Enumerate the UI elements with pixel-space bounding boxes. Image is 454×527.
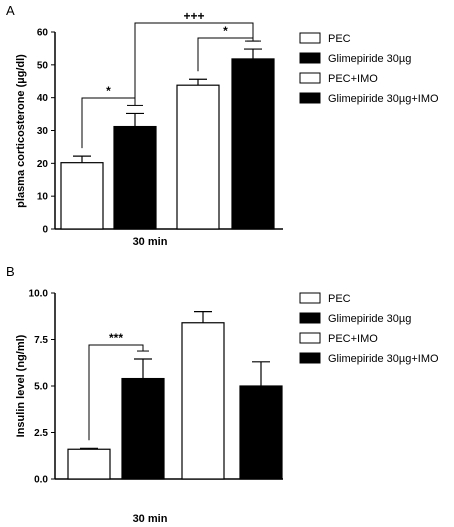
panel-b-legend-swatch — [299, 352, 321, 364]
panel-a-label: A — [6, 3, 15, 18]
panel-b-significance-bracket — [88, 344, 144, 441]
panel-a-legend-swatch — [299, 52, 321, 64]
panel-b-y-tick-label: 5.0 — [34, 382, 48, 393]
panel-a-y-axis-label: plasma corticosterone (µg/dl) — [15, 54, 27, 208]
panel-a-bar — [113, 125, 157, 230]
panel-a-y-tick-label: 20 — [37, 159, 49, 170]
panel-a-legend-swatch — [299, 32, 321, 44]
panel-b-legend-swatch — [299, 312, 321, 324]
panel-a-bar — [176, 84, 220, 230]
panel-b-y-tick-label: 7.5 — [34, 335, 48, 346]
panel-b-legend-label: Glimepiride 30µg+IMO — [328, 353, 439, 365]
panel-a-bar — [231, 58, 275, 230]
panel-a-y-tick-label: 40 — [37, 93, 49, 104]
panel-a-y-tick-label: 10 — [37, 192, 49, 203]
panel-a-x-axis-label: 30 min — [133, 236, 168, 248]
panel-b-label: B — [6, 264, 15, 279]
panel-b-y-tick-label: 2.5 — [34, 428, 48, 439]
panel-a-y-tick-label: 50 — [37, 60, 49, 71]
panel-a-significance-bracket — [134, 22, 254, 106]
panel-a-legend-swatch — [299, 72, 321, 84]
panel-a-significance-label: * — [106, 84, 111, 98]
panel-b-significance-label: *** — [109, 331, 123, 345]
panel-a-legend-label: Glimepiride 30µg — [328, 53, 411, 65]
panel-b-bar — [67, 448, 111, 480]
panel-b-y-tick-label: 0.0 — [34, 475, 48, 486]
panel-a-legend-label: Glimepiride 30µg+IMO — [328, 93, 439, 105]
panel-a-significance-label: +++ — [183, 9, 204, 23]
panel-b-legend-label: PEC — [328, 293, 351, 305]
panel-b-bar — [239, 385, 283, 480]
panel-a: A plasma corticosterone (µg/dl) 30 min 0… — [6, 3, 439, 248]
panel-a-legend-swatch — [299, 92, 321, 104]
panel-a-y-tick-label: 30 — [37, 126, 49, 137]
panel-a-y-tick-label: 0 — [42, 225, 48, 236]
panel-b-x-axis-label: 30 min — [133, 513, 168, 525]
panel-b-y-axis-label: Insulin level (ng/ml) — [15, 334, 27, 437]
panel-a-y-tick-label: 60 — [37, 28, 49, 39]
panel-a-legend-label: PEC — [328, 33, 351, 45]
panel-b-bar — [121, 377, 165, 480]
panel-a-legend-label: PEC+IMO — [328, 73, 378, 85]
panel-b-legend-label: Glimepiride 30µg — [328, 313, 411, 325]
panel-b-legend-swatch — [299, 332, 321, 344]
panel-a-bar — [60, 162, 104, 230]
panel-b-bar — [181, 322, 225, 480]
panel-a-significance-label: * — [223, 24, 228, 38]
panel-b-y-tick-label: 10.0 — [29, 289, 49, 300]
panel-b: B Insulin level (ng/ml) 30 min 0.0 2.5 5.0… — [6, 264, 439, 525]
panel-b-legend-swatch — [299, 292, 321, 304]
panel-b-legend-label: PEC+IMO — [328, 333, 378, 345]
